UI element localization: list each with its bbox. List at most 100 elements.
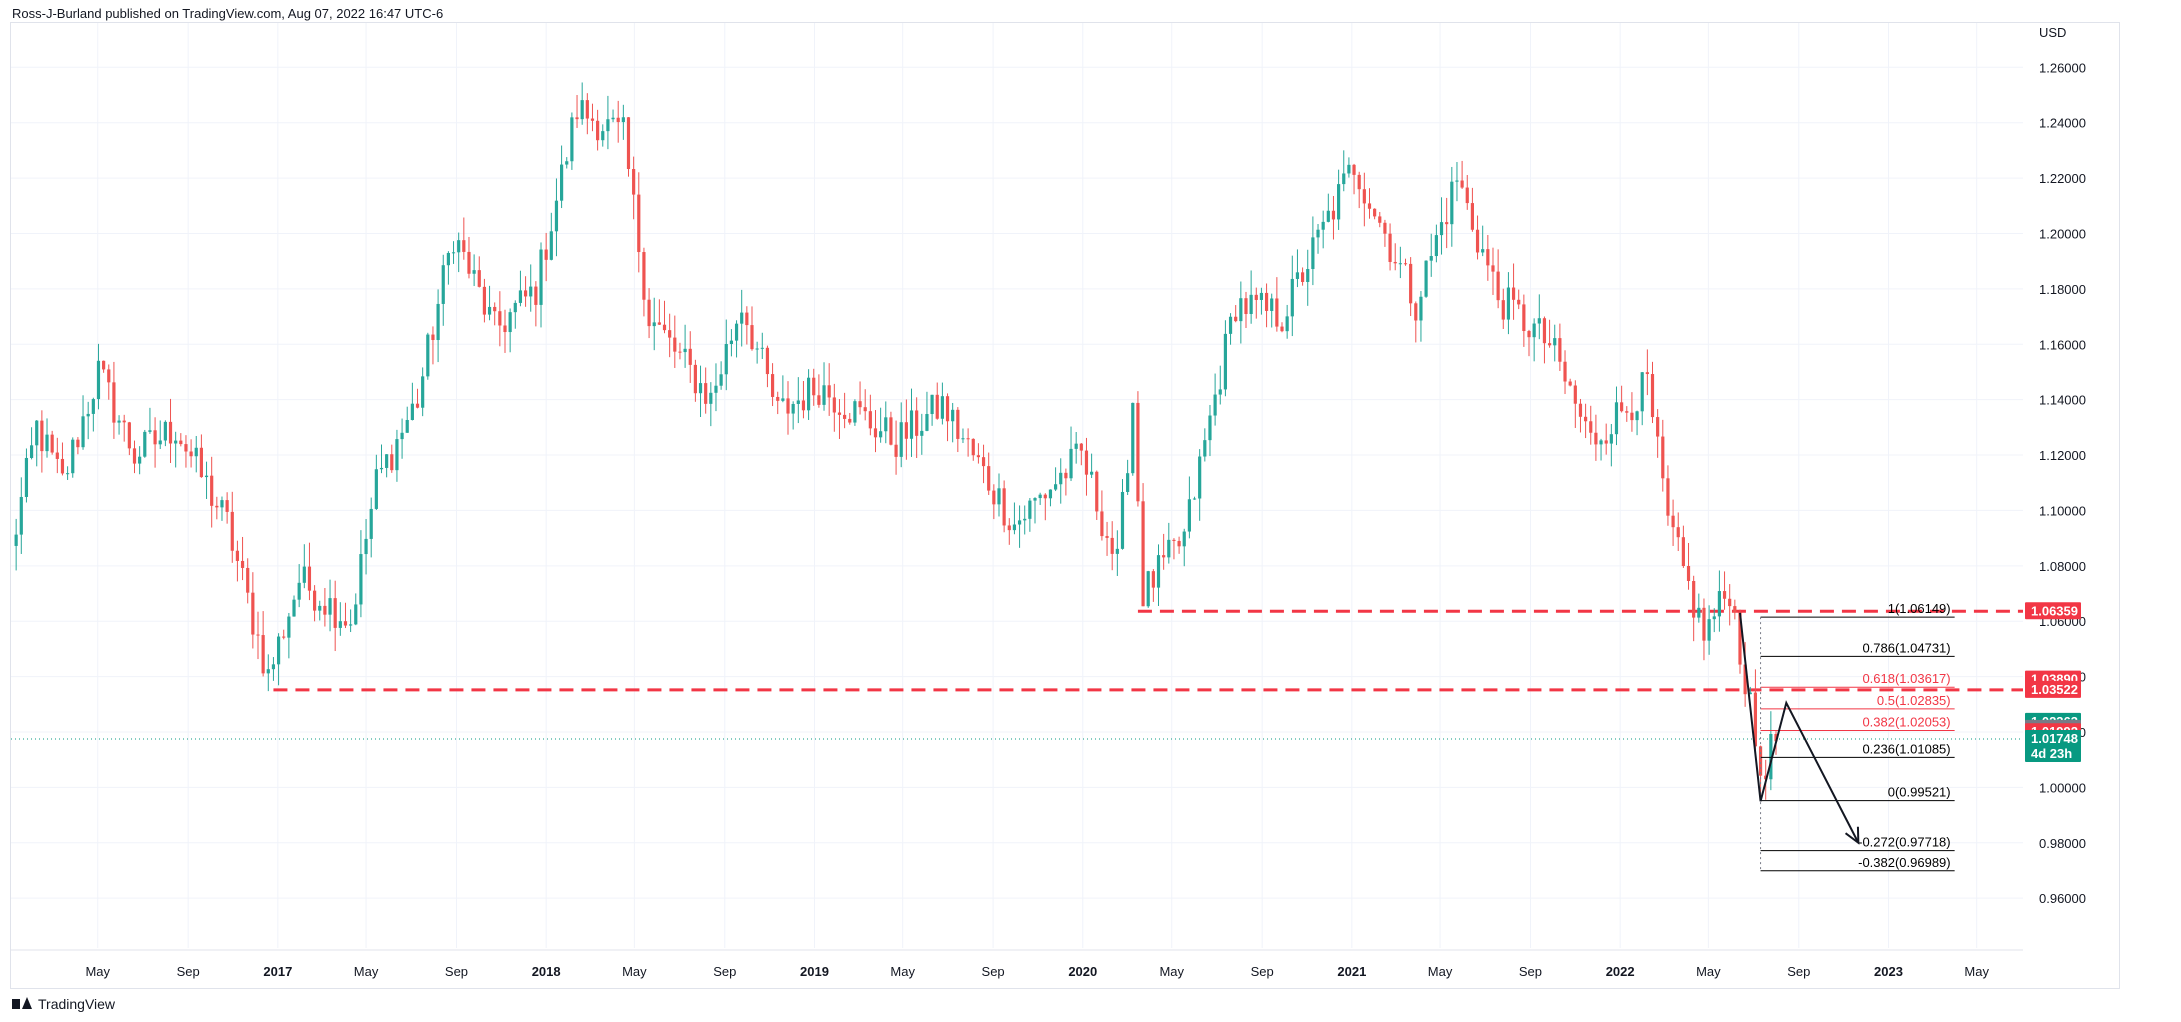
candle-body: [1254, 294, 1258, 300]
candle-body: [302, 566, 306, 583]
candle-body: [204, 475, 209, 478]
price-tags-layer: 1.063591.038901.035221.023631.021131.019…: [2025, 602, 2081, 762]
candle-body: [1028, 500, 1032, 519]
candle-body: [858, 401, 862, 408]
x-tick-label: May: [85, 964, 110, 979]
candle-body: [570, 117, 574, 162]
candle-body: [1584, 416, 1588, 422]
candle-body: [1167, 539, 1171, 558]
candle-body: [590, 118, 595, 121]
candle-body: [1470, 203, 1474, 230]
time-axis[interactable]: May Sep 2017 May Sep 2018 May Sep 2019 May Sep 2020…: [11, 949, 2023, 979]
projection-layer[interactable]: [1738, 612, 1860, 845]
candle-body: [1259, 292, 1264, 300]
candle-body: [915, 410, 919, 436]
candle-body: [894, 444, 898, 457]
candle-body: [848, 418, 852, 423]
price-axis[interactable]: 1.26000 1.24000 1.22000 1.20000 1.18000 1.160…: [2039, 25, 2086, 906]
candle-body: [1213, 394, 1217, 416]
candle-body: [807, 377, 811, 411]
candle-body: [961, 438, 965, 440]
candle-body: [292, 599, 296, 617]
candle-body: [745, 312, 749, 326]
y-tick-label: 1.18000: [2039, 282, 2086, 297]
price-chart[interactable]: 1(1.06149) 0.786(1.04731) 0.618(1.03617) 0.…: [11, 23, 2121, 990]
candle-body: [1414, 303, 1418, 321]
candle-body: [1491, 265, 1495, 272]
x-tick-label: May: [354, 964, 379, 979]
candle-body: [1110, 537, 1114, 554]
candle-body: [91, 399, 95, 414]
candle-body: [1532, 323, 1536, 338]
fibonacci-layer[interactable]: 1(1.06149) 0.786(1.04731) 0.618(1.03617) 0.…: [1760, 601, 1955, 872]
candle-body: [477, 270, 481, 287]
candle-body: [668, 330, 672, 338]
candle-body: [1486, 249, 1490, 266]
candle-body: [503, 325, 507, 333]
candle-body: [560, 164, 564, 201]
chart-frame[interactable]: 1(1.06149) 0.786(1.04731) 0.618(1.03617) 0.…: [10, 22, 2120, 989]
candle-body: [616, 117, 620, 123]
candle-body: [801, 400, 806, 411]
candle-body: [724, 344, 728, 375]
candle-body: [930, 394, 934, 415]
y-tick-label: 1.00000: [2039, 780, 2086, 795]
candle-body: [997, 488, 1001, 505]
candles-layer: [14, 82, 1778, 800]
price-tag: 1.03522: [2025, 680, 2081, 698]
candle-body: [1162, 555, 1166, 558]
candle-body: [50, 434, 54, 453]
tradingview-logo[interactable]: TradingView: [12, 996, 115, 1012]
candle-body: [179, 440, 183, 445]
candle-body: [1409, 263, 1413, 304]
candle-body: [796, 400, 800, 404]
candle-body: [1316, 229, 1320, 238]
candle-body: [235, 550, 240, 561]
price-tag-bg: [2025, 729, 2081, 762]
candle-body: [1357, 174, 1361, 190]
candle-body: [662, 324, 667, 331]
candle-body: [256, 634, 260, 636]
candle-body: [379, 467, 384, 470]
candle-body: [1589, 421, 1593, 433]
candle-body: [935, 394, 939, 419]
candle-body: [539, 249, 543, 305]
candle-body: [704, 383, 708, 404]
candle-body: [1053, 484, 1058, 490]
candle-body: [940, 396, 944, 419]
candle-body: [1429, 256, 1433, 261]
candle-body: [102, 360, 106, 370]
price-tag-value: 1.03522: [2031, 682, 2078, 697]
candle-body: [1609, 434, 1613, 444]
candle-body: [544, 249, 548, 260]
candle-body: [1146, 571, 1150, 607]
candle-body: [1774, 733, 1778, 742]
candle-body: [1059, 472, 1063, 485]
candle-body: [328, 598, 332, 615]
candle-body: [889, 417, 893, 445]
candle-body: [138, 456, 142, 464]
candle-body: [1084, 450, 1089, 475]
candle-body: [698, 383, 703, 394]
candle-body: [60, 458, 65, 474]
x-tick-label: May: [1428, 964, 1453, 979]
candle-body: [24, 457, 29, 497]
candle-body: [1640, 372, 1644, 412]
y-tick-label: 0.98000: [2039, 836, 2086, 851]
candle-body: [750, 325, 754, 350]
candle-body: [1692, 580, 1696, 618]
candle-body: [369, 508, 373, 539]
candle-body: [956, 409, 960, 439]
x-tick-label: Sep: [982, 964, 1005, 979]
projection-path[interactable]: [1738, 612, 1860, 844]
candle-body: [781, 398, 785, 401]
candle-body: [1007, 525, 1011, 531]
candle-body: [1625, 411, 1629, 413]
candle-body: [451, 252, 456, 254]
x-tick-label: Sep: [1251, 964, 1274, 979]
candle-body: [632, 169, 636, 195]
candle-body: [266, 669, 270, 674]
candle-body: [446, 252, 450, 266]
fib-level-label: -0.382(0.96989): [1858, 855, 1951, 870]
candle-body: [740, 312, 744, 324]
